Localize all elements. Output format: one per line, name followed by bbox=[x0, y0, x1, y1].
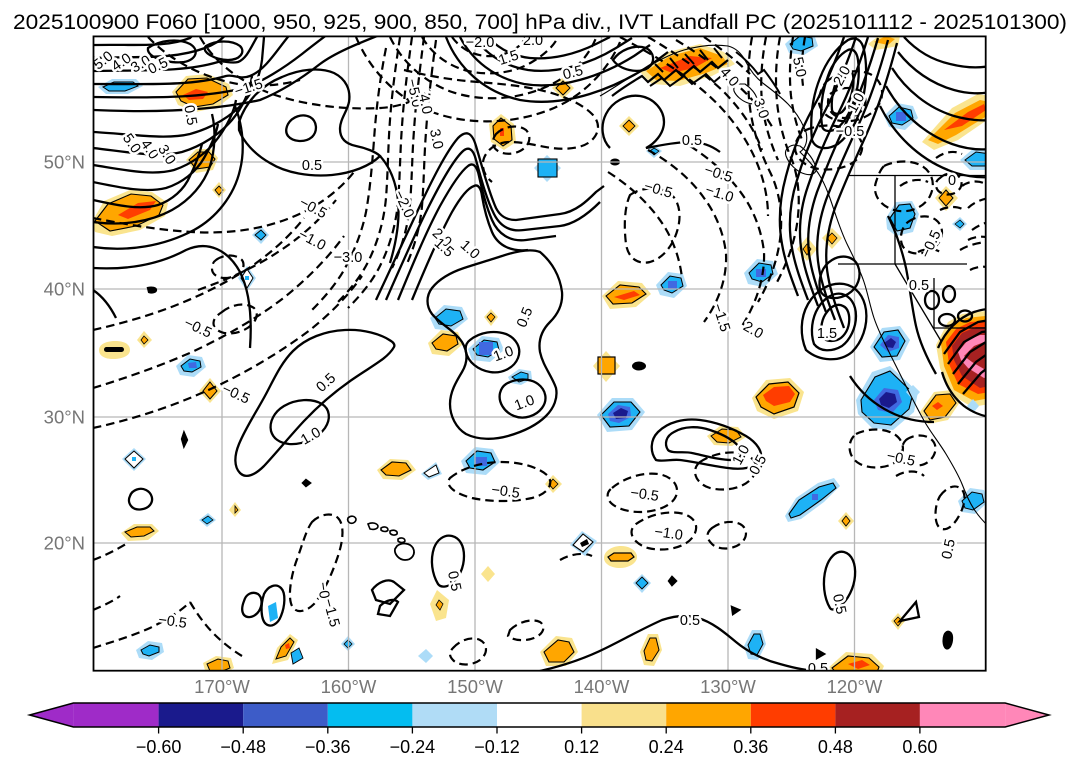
svg-text:−0.5: −0.5 bbox=[642, 179, 674, 202]
svg-text:1.0: 1.0 bbox=[298, 425, 323, 449]
svg-text:160°W: 160°W bbox=[321, 676, 377, 697]
svg-text:30°N: 30°N bbox=[44, 407, 85, 428]
svg-text:0.5: 0.5 bbox=[302, 158, 322, 174]
svg-text:−0: −0 bbox=[314, 581, 332, 600]
svg-text:1.0: 1.0 bbox=[512, 392, 536, 414]
svg-text:−0.5: −0.5 bbox=[181, 315, 214, 342]
svg-text:−0.12: −0.12 bbox=[474, 737, 520, 757]
svg-text:2.0: 2.0 bbox=[523, 33, 543, 49]
svg-text:0.5: 0.5 bbox=[808, 661, 828, 677]
svg-text:−0.5: −0.5 bbox=[836, 124, 865, 140]
svg-text:−0.5: −0.5 bbox=[629, 485, 660, 505]
svg-text:20°N: 20°N bbox=[44, 533, 85, 554]
svg-text:1.0: 1.0 bbox=[457, 237, 483, 262]
svg-text:0.5: 0.5 bbox=[829, 593, 849, 616]
svg-text:0.5: 0.5 bbox=[909, 278, 929, 294]
svg-text:0.5: 0.5 bbox=[514, 305, 536, 330]
svg-text:4.0: 4.0 bbox=[415, 93, 435, 116]
svg-text:50°N: 50°N bbox=[44, 152, 85, 173]
svg-text:3.0: 3.0 bbox=[426, 128, 446, 151]
svg-text:0.5: 0.5 bbox=[444, 570, 464, 593]
svg-text:3.0: 3.0 bbox=[750, 96, 772, 120]
svg-text:−1.0: −1.0 bbox=[653, 524, 684, 544]
svg-text:−0.5: −0.5 bbox=[918, 228, 945, 261]
svg-text:170°W: 170°W bbox=[194, 676, 250, 697]
svg-text:−0.5: −0.5 bbox=[219, 381, 252, 408]
svg-text:−1.0: −1.0 bbox=[703, 182, 735, 206]
svg-text:5.0: 5.0 bbox=[789, 56, 809, 79]
svg-text:0.24: 0.24 bbox=[649, 737, 684, 757]
svg-text:−0.48: −0.48 bbox=[220, 737, 266, 757]
svg-text:0.5: 0.5 bbox=[939, 538, 959, 561]
svg-text:0.5: 0.5 bbox=[992, 288, 1012, 304]
svg-text:0.12: 0.12 bbox=[564, 737, 599, 757]
svg-text:−1.5: −1.5 bbox=[709, 302, 733, 334]
svg-text:150°W: 150°W bbox=[447, 676, 503, 697]
svg-text:0.60: 0.60 bbox=[902, 737, 937, 757]
svg-text:3.0: 3.0 bbox=[154, 142, 178, 168]
svg-text:−1.0: −1.0 bbox=[295, 227, 328, 255]
svg-text:0.5: 0.5 bbox=[682, 133, 702, 149]
svg-text:0.5: 0.5 bbox=[180, 104, 199, 127]
svg-text:−2.0: −2.0 bbox=[390, 188, 417, 221]
svg-text:0.5: 0.5 bbox=[747, 452, 771, 477]
svg-text:−1.5: −1.5 bbox=[319, 597, 342, 629]
svg-text:−0.24: −0.24 bbox=[390, 737, 436, 757]
svg-text:140°W: 140°W bbox=[574, 676, 630, 697]
svg-text:−2.0: −2.0 bbox=[466, 35, 495, 51]
svg-text:1.5: 1.5 bbox=[497, 47, 521, 68]
svg-text:2025100900 F060 [1000, 950, 92: 2025100900 F060 [1000, 950, 925, 900, 85… bbox=[13, 10, 1067, 34]
svg-text:40°N: 40°N bbox=[44, 279, 85, 300]
svg-text:−0.60: −0.60 bbox=[136, 737, 182, 757]
svg-text:0.5: 0.5 bbox=[680, 613, 700, 629]
svg-text:−3.0: −3.0 bbox=[334, 250, 363, 266]
svg-text:−0.5: −0.5 bbox=[157, 612, 188, 632]
svg-text:−0.5: −0.5 bbox=[296, 195, 329, 223]
svg-text:120°W: 120°W bbox=[827, 676, 883, 697]
svg-text:0.5: 0.5 bbox=[146, 55, 171, 78]
svg-text:−0.36: −0.36 bbox=[305, 737, 351, 757]
svg-text:−0.5: −0.5 bbox=[885, 448, 916, 470]
svg-text:0.48: 0.48 bbox=[818, 737, 853, 757]
svg-text:130°W: 130°W bbox=[700, 676, 756, 697]
svg-text:1.5: 1.5 bbox=[817, 326, 837, 342]
svg-text:−0.5: −0.5 bbox=[490, 482, 521, 502]
svg-text:0: 0 bbox=[948, 173, 956, 189]
svg-text:0.36: 0.36 bbox=[733, 737, 768, 757]
